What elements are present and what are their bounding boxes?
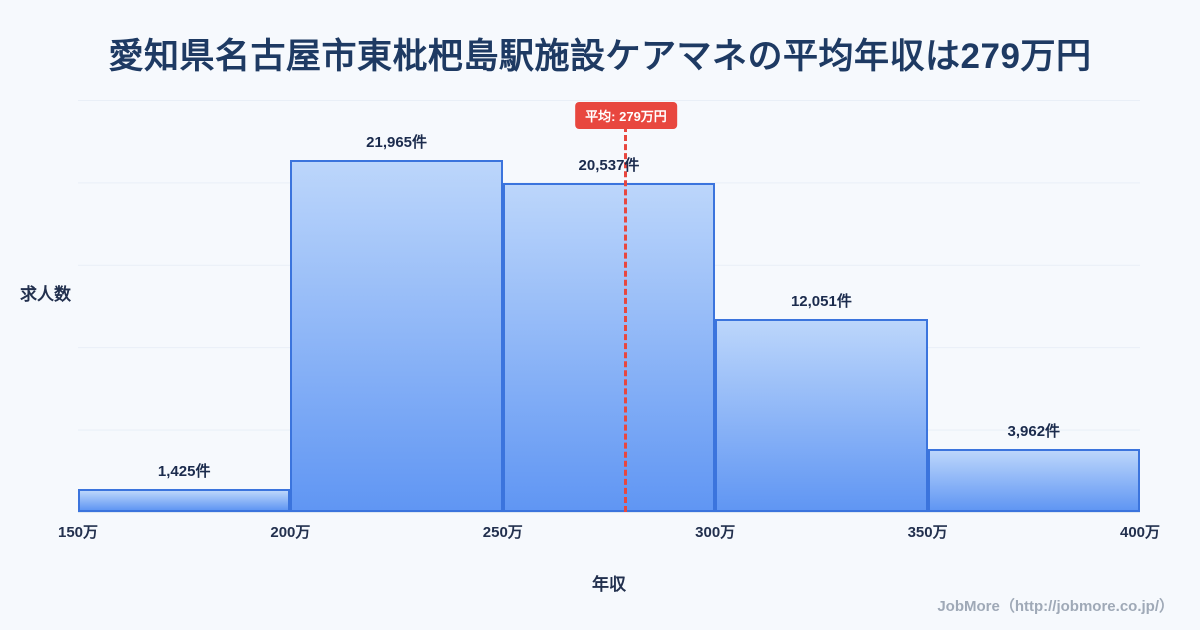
bar-value-label: 12,051件 — [790, 292, 852, 310]
histogram-bar — [78, 489, 291, 512]
bar-value-label: 20,537件 — [578, 156, 640, 174]
x-tick: 300万 — [695, 524, 736, 541]
histogram-bar — [927, 448, 1140, 512]
bar-value-label: 1,425件 — [157, 463, 211, 481]
histogram-bar — [715, 318, 928, 512]
x-tick: 350万 — [907, 524, 948, 541]
y-axis-label: 求人数 — [20, 285, 71, 304]
bar-value-label: 3,962件 — [1007, 422, 1061, 440]
histogram-bar — [290, 159, 503, 512]
chart-title: 愛知県名古屋市東枇杷島駅施設ケアマネの平均年収は279万円 — [108, 37, 1092, 76]
x-tick: 400万 — [1119, 524, 1161, 541]
x-axis-label: 年収 — [592, 575, 626, 594]
average-badge: 平均: 279万円 — [575, 102, 677, 129]
x-axis-ticks: 150万 200万 250万 300万 350万 400万 — [58, 521, 1160, 541]
histogram-bar — [502, 182, 716, 512]
x-tick: 200万 — [270, 524, 311, 541]
bar-value-label: 21,965件 — [366, 133, 428, 151]
x-tick: 250万 — [482, 524, 523, 541]
plot-area: 1,425件 21,965件 20,537件 12,051件 3,962件 平均: 27… — [78, 100, 1140, 513]
average-dashed-line — [624, 126, 628, 512]
footer-credit: JobMore（http://jobmore.co.jp/） — [937, 598, 1174, 615]
x-tick: 150万 — [57, 524, 99, 541]
